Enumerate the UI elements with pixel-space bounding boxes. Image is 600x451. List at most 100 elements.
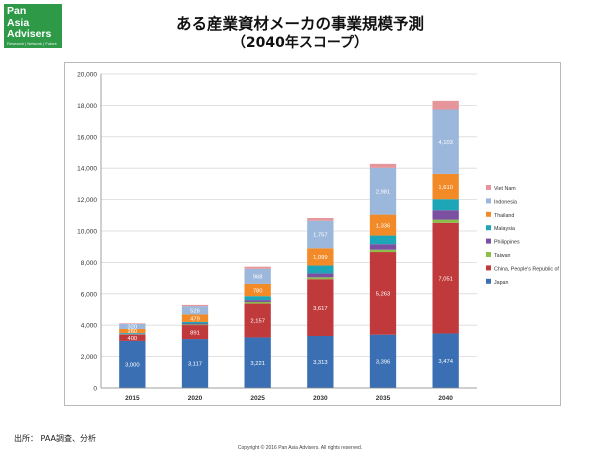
bars [119,100,459,388]
data-label: 3,474 [438,359,453,365]
bar-segment [432,333,459,388]
bar-segment [244,268,271,284]
legend-swatch [486,185,491,190]
data-label: 968 [253,275,263,281]
bar-segment [244,296,271,301]
bar-segment [181,321,209,324]
bar-segment [369,252,397,335]
y-tick-label: 16,000 [77,134,97,141]
bar-segment [244,283,271,297]
data-label: 2,157 [250,319,265,325]
y-tick-label: 12,000 [77,197,97,204]
bar-segment [369,167,397,215]
y-tick-label: 20,000 [77,72,97,79]
bar-segment [307,279,334,336]
bar-segment [369,163,397,168]
x-tick-label: 2025 [250,395,265,402]
legend-swatch [486,211,491,217]
data-label: 891 [190,330,200,336]
legend-swatch [486,265,491,271]
bar-segment [307,273,334,278]
bar-segment [432,109,459,174]
bar-segment [119,333,146,334]
y-tick-label: 10,000 [77,229,97,236]
bar-segment [307,220,334,249]
data-label: 260 [127,329,137,335]
legend-label: Philippines [494,240,520,246]
y-tick-label: 0 [93,386,97,393]
y-tick-label: 4,000 [81,323,98,330]
bar-segment [369,214,397,236]
bar-segment [432,173,459,200]
bar-segment [181,314,209,322]
legend-swatch [486,225,491,231]
data-label: 3,117 [188,362,202,368]
data-label: 4,103 [438,140,453,146]
x-tick-label: 2040 [438,395,453,402]
bar-segment [432,199,459,211]
legend-label: Taiwan [494,253,511,259]
logo-line-1: Pan [7,5,27,17]
data-label: 1,610 [438,185,453,191]
bar-segment [432,100,459,110]
data-label: 320 [127,325,137,331]
legend-label: Viet Nam [494,186,516,192]
data-label: 1,099 [313,255,328,261]
data-label: 479 [190,316,200,322]
legend-swatch [486,198,491,204]
legend-label: Japan [494,280,508,286]
source-note: 出所： PAA調査、分析 [14,434,97,443]
data-label: 7,051 [438,276,453,282]
bar-segment [119,323,146,324]
bar-segment [307,277,334,280]
bar-segment [307,265,334,274]
legend-label: Indonesia [494,199,517,205]
bar-segment [119,334,146,341]
x-tick-label: 2020 [188,395,203,402]
data-label: 780 [253,288,263,294]
x-tick-label: 2035 [376,395,391,402]
data-label: 2,981 [376,189,391,195]
chart-subtitle: （2040年スコープ） [231,35,369,51]
bar-segment [307,248,334,266]
bar-segment [432,222,459,334]
bar-segment [181,304,209,307]
y-tick-label: 2,000 [81,354,98,361]
bar-segment [432,210,459,220]
bar-segment [244,301,271,304]
bar-segment [369,244,397,250]
bar-segment [181,324,209,326]
pan-asia-advisers-logo: Pan Asia Advisers Research | Network | F… [4,4,62,48]
y-tick-label: 6,000 [81,291,98,298]
y-tick-label: 8,000 [81,260,98,267]
data-label: 5,263 [376,292,391,298]
data-label: 1,757 [313,233,328,239]
bar-segment [369,235,397,245]
chart-title: ある産業資材メーカの事業規模予測 [175,15,424,33]
y-tick-label: 18,000 [77,103,97,110]
copyright-notice: Copyright © 2016 Pan Asia Advisers. All … [237,445,363,451]
bar-segment [119,328,146,334]
bar-segment [369,334,397,388]
x-tick-label: 2030 [313,395,328,402]
legend-swatch [486,278,491,284]
axes: 0 2,000 4,000 6,000 8,000 10,000 12,000 14,000 1… [77,72,477,402]
legend: Viet Nam Indonesia Thailand Malaysia Philipp… [486,185,559,286]
legend-label: Thailand [494,213,514,219]
bar-segment [244,337,271,388]
bar-segment [244,300,271,302]
data-label: 526 [190,308,200,314]
bar-segment [181,323,209,325]
legend-label: Malaysia [494,226,515,232]
bar-segment [307,218,334,221]
y-tick-label: 14,000 [77,166,97,173]
bar-segment [119,323,146,329]
legend-swatch [486,238,491,244]
data-label: 3,000 [125,363,140,369]
bar-segment [307,335,334,388]
bar-segment [432,219,459,223]
legend-swatch [486,252,491,257]
bar-segment [119,340,146,388]
